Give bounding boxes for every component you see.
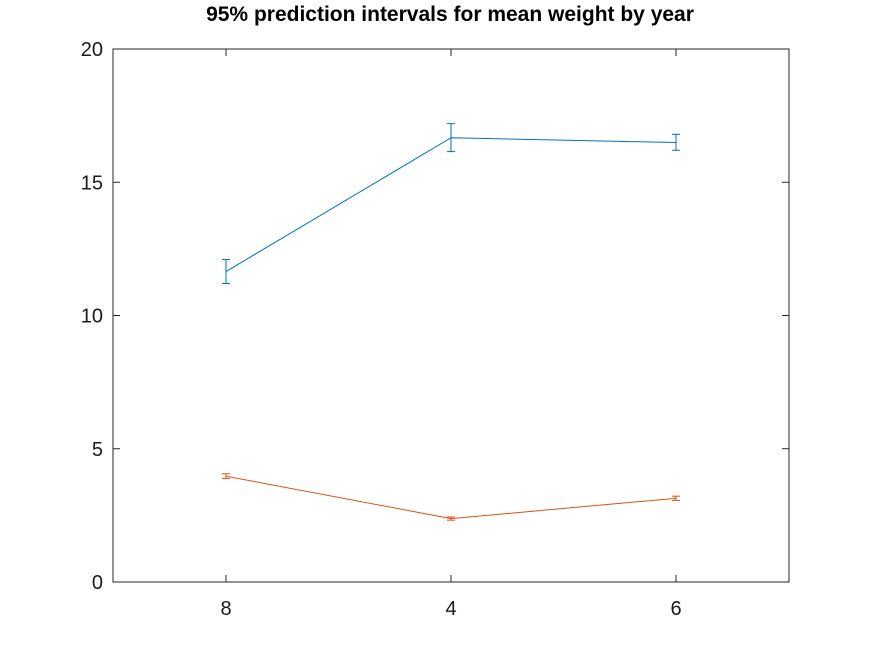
y-tick-label: 15 — [81, 172, 103, 194]
x-tick-label: 6 — [670, 598, 681, 620]
y-tick-label: 5 — [92, 439, 103, 461]
y-tick-label: 10 — [81, 306, 103, 328]
y-tick-label: 0 — [92, 572, 103, 594]
x-tick-label: 8 — [220, 598, 231, 620]
x-tick-label: 4 — [445, 598, 456, 620]
y-tick-label: 20 — [81, 39, 103, 61]
chart-title: 95% prediction intervals for mean weight… — [206, 3, 694, 26]
